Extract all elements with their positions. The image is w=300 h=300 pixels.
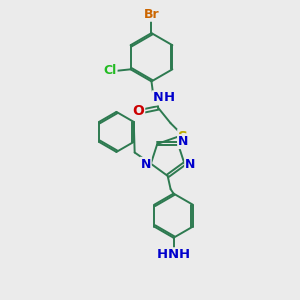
Text: N: N (185, 158, 196, 171)
Text: H: H (164, 92, 175, 104)
Text: O: O (132, 104, 144, 118)
Text: H: H (179, 248, 190, 261)
Text: N: N (153, 92, 164, 104)
Text: N: N (140, 158, 151, 171)
Text: H: H (157, 248, 168, 261)
Text: S: S (178, 130, 188, 144)
Text: Cl: Cl (103, 64, 117, 77)
Text: N: N (178, 135, 188, 148)
Text: Br: Br (144, 8, 159, 21)
Text: N: N (168, 248, 179, 261)
